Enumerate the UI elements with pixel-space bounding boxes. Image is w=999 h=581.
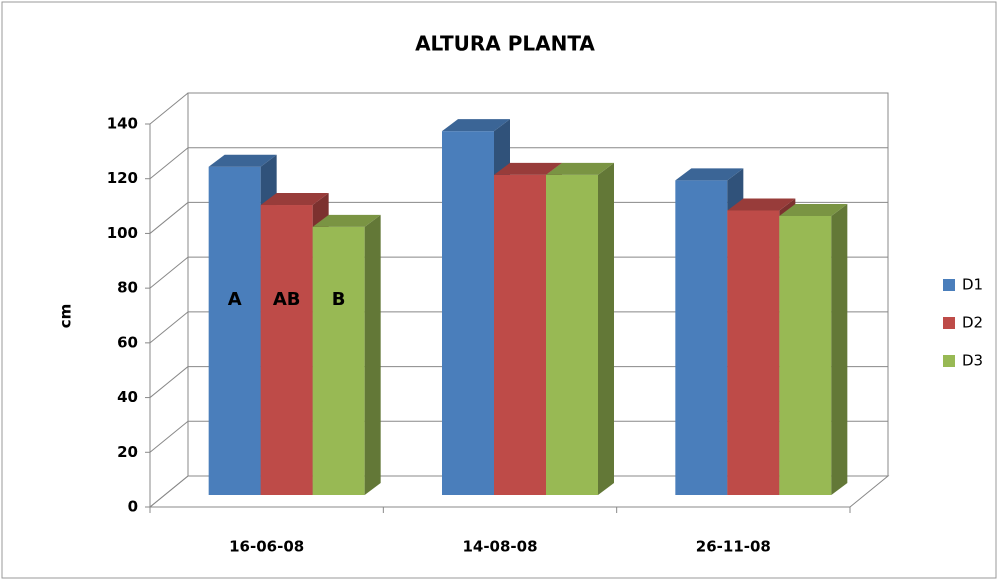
bar-side [364,214,381,495]
y-tick-label: 140 [107,115,138,133]
y-tick-label: 20 [117,443,138,461]
bar-top [442,119,510,132]
legend-swatch [943,279,955,291]
bar-top [208,154,277,167]
y-tick-label: 80 [117,279,138,297]
bar [779,215,832,495]
legend-label: D2 [962,314,983,332]
bar-top [312,214,381,227]
grid-line [149,92,189,125]
bar-top [779,203,848,216]
bar-top [727,198,796,211]
grid-line [149,147,189,180]
y-tick-label: 60 [117,333,138,351]
bar-top [494,162,562,175]
chart-title: ALTURA PLANTA [415,32,595,56]
bar [260,205,313,495]
grid-line [149,311,189,344]
legend-swatch [943,355,955,367]
annotation: A [228,289,242,310]
y-tick-label: 100 [107,224,138,242]
legend-swatch [943,317,955,329]
grid-line [149,256,189,289]
bar-side [831,203,848,495]
bar [494,174,546,495]
bar [312,226,365,495]
x-tick-label: 26-11-08 [696,538,771,556]
grid-line [149,202,189,234]
bar [208,166,261,495]
y-tick-label: 120 [107,169,138,187]
grid-line [149,420,189,453]
bar [727,210,780,495]
bar-top [546,162,614,175]
y-tick-label: 40 [117,388,138,406]
bar [675,180,728,495]
legend-label: D1 [962,276,983,294]
grid-line [149,475,189,508]
x-tick-label: 16-06-08 [229,538,304,556]
bar-top [260,193,329,206]
annotation: AB [273,289,301,310]
legend-label: D3 [962,352,983,370]
bar [546,174,598,495]
y-axis-label: cm [57,304,75,329]
bar [442,131,494,495]
bar-side [598,162,614,495]
bar-top [675,168,744,181]
y-tick-label: 0 [128,498,138,516]
annotation: B [332,289,346,310]
x-tick-label: 14-08-08 [462,538,537,556]
grid-line [149,366,189,398]
